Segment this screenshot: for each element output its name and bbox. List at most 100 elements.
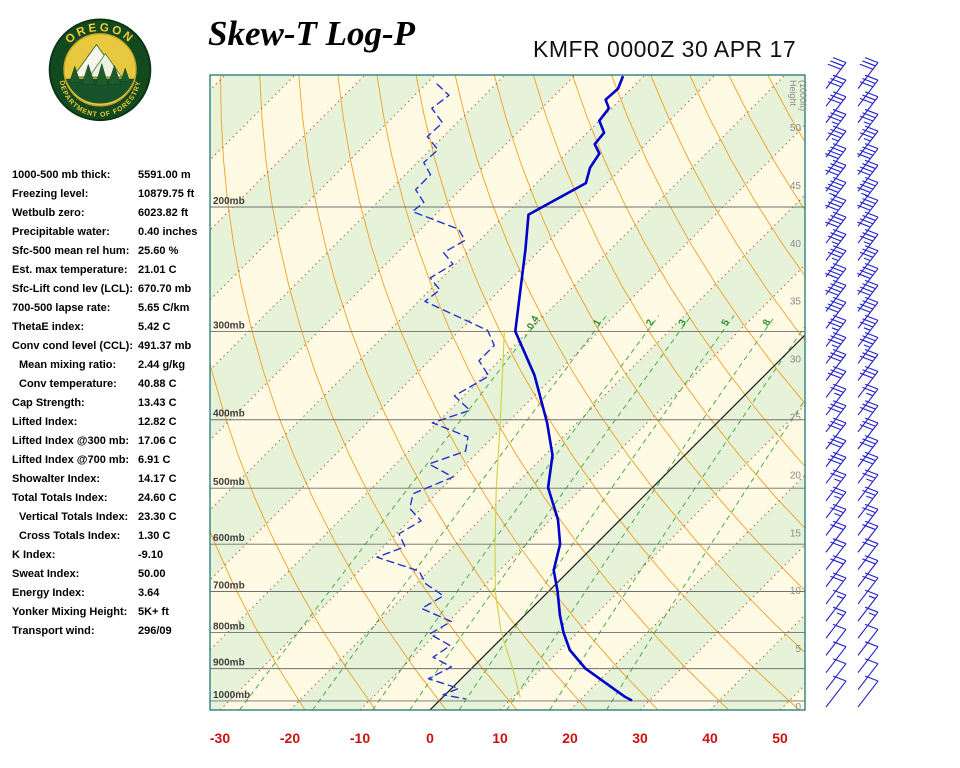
svg-text:45: 45 [790, 181, 802, 192]
svg-text:35: 35 [790, 297, 802, 308]
stat-row: Sfc-Lift cond lev (LCL): 670.70 mb [12, 280, 210, 299]
wind-barb [857, 417, 879, 450]
svg-text:0: 0 [795, 702, 801, 713]
wind-barb [825, 658, 847, 691]
wind-barb [857, 606, 879, 639]
svg-text:900mb: 900mb [213, 658, 245, 669]
stat-label: Cross Totals Index: [19, 530, 121, 542]
stat-row: ThetaE index: 5.42 C [12, 318, 210, 337]
wind-barb [825, 503, 847, 536]
stat-value: 5K+ ft [138, 606, 169, 618]
stat-value: 6023.82 ft [138, 207, 189, 219]
evergreen-trees-icon [69, 62, 131, 86]
svg-text:0: 0 [426, 730, 434, 746]
stat-label: Energy Index: [12, 587, 85, 599]
stat-label: Vertical Totals Index: [19, 511, 129, 523]
odf-logo: OREGON DEPARTMENT OF FORESTRY [46, 8, 154, 128]
svg-text:1000mb: 1000mb [213, 690, 250, 701]
stat-value: 0.40 inches [138, 226, 198, 238]
wind-barb [825, 331, 847, 364]
stat-row: Yonker Mixing Height: 5K+ ft [12, 603, 210, 622]
wind-barb [825, 125, 847, 158]
wind-barb [825, 91, 847, 124]
stat-row: Precipitable water: 0.40 inches [12, 223, 210, 242]
svg-text:50: 50 [790, 123, 802, 134]
chart-frame [209, 74, 806, 711]
stat-row: K Index: -9.10 [12, 546, 210, 565]
stat-value: 491.37 mb [138, 340, 192, 352]
wind-barb [825, 348, 847, 381]
stat-row: Lifted Index @300 mb: 17.06 C [12, 432, 210, 451]
wind-barb [825, 57, 847, 89]
svg-text:30: 30 [790, 355, 802, 366]
forest-ground [65, 78, 135, 104]
svg-text:-10: -10 [350, 730, 370, 746]
wind-barb [857, 400, 879, 433]
wind-barb [857, 658, 879, 691]
wind-barb [857, 675, 879, 708]
temperature-trace [513, 75, 633, 702]
stat-label: Lifted Index @700 mb: [12, 454, 130, 466]
wind-barb [857, 331, 879, 364]
svg-text:20: 20 [790, 470, 802, 481]
stat-label: Wetbulb zero: [12, 207, 85, 219]
wind-barb [857, 589, 879, 622]
stat-value: 5591.00 m [138, 169, 191, 181]
stat-label: ThetaE index: [12, 321, 85, 333]
svg-text:30: 30 [632, 730, 648, 746]
wind-barb [857, 555, 879, 587]
stat-row: Wetbulb zero: 6023.82 ft [12, 204, 210, 223]
svg-text:200mb: 200mb [213, 196, 245, 207]
stat-row: Cross Totals Index: 1.30 C [12, 527, 210, 546]
wind-barb [857, 348, 879, 381]
wind-barb [857, 623, 879, 656]
wind-barb [825, 606, 847, 639]
svg-text:800mb: 800mb [213, 621, 245, 632]
svg-text:40: 40 [702, 730, 718, 746]
wind-barb [825, 641, 847, 674]
svg-text:20: 20 [562, 730, 578, 746]
svg-text:500mb: 500mb [213, 477, 245, 488]
freezing-isotherm [429, 334, 805, 710]
svg-text:5: 5 [720, 317, 733, 327]
stat-label: Est. max temperature: [12, 264, 128, 276]
stat-label: Sweat Index: [12, 568, 80, 580]
station-time-label: KMFR 0000Z 30 APR 17 [533, 36, 797, 62]
stat-label: Total Totals Index: [12, 492, 108, 504]
wind-barb [857, 486, 879, 519]
svg-text:700mb: 700mb [213, 580, 245, 591]
wind-barb [825, 279, 847, 312]
stat-value: 296/09 [138, 625, 172, 637]
stat-row: Vertical Totals Index: 23.30 C [12, 508, 210, 527]
wind-barb [825, 159, 847, 192]
stat-label: Cap Strength: [12, 397, 85, 409]
stat-row: Showalter Index: 14.17 C [12, 470, 210, 489]
stat-label: Sfc-Lift cond lev (LCL): [12, 283, 133, 295]
stat-row: Transport wind: 296/09 [12, 622, 210, 641]
wind-barb [857, 177, 879, 209]
stat-value: 3.64 [138, 587, 160, 599]
wind-barb [825, 296, 847, 329]
stat-label: Transport wind: [12, 625, 95, 637]
wind-barb [825, 245, 847, 278]
wind-barb [857, 451, 879, 484]
temp-axis-labels: -30 -20 -10 0 10 20 30 40 50 [210, 730, 788, 746]
wind-barb [825, 451, 847, 484]
stat-label: Lifted Index @300 mb: [12, 435, 130, 447]
stat-value: 6.91 C [138, 454, 171, 466]
page-title: Skew-T Log-P [208, 14, 416, 53]
svg-text:40: 40 [790, 239, 802, 250]
wind-barb [857, 159, 879, 192]
stat-label: Sfc-500 mean rel hum: [12, 245, 130, 257]
stat-label: K Index: [12, 549, 56, 561]
stat-value: 2.44 g/kg [138, 359, 186, 371]
stat-value: 14.17 C [138, 473, 177, 485]
stat-label: Mean mixing ratio: [19, 359, 117, 371]
stat-value: 5.42 C [138, 321, 171, 333]
wind-barb [857, 503, 879, 536]
stat-value: 24.60 C [138, 492, 177, 504]
stat-value: -9.10 [138, 549, 164, 561]
wind-barb [825, 572, 847, 605]
wind-barb [857, 520, 879, 553]
stat-row: Conv temperature: 40.88 C [12, 375, 210, 394]
